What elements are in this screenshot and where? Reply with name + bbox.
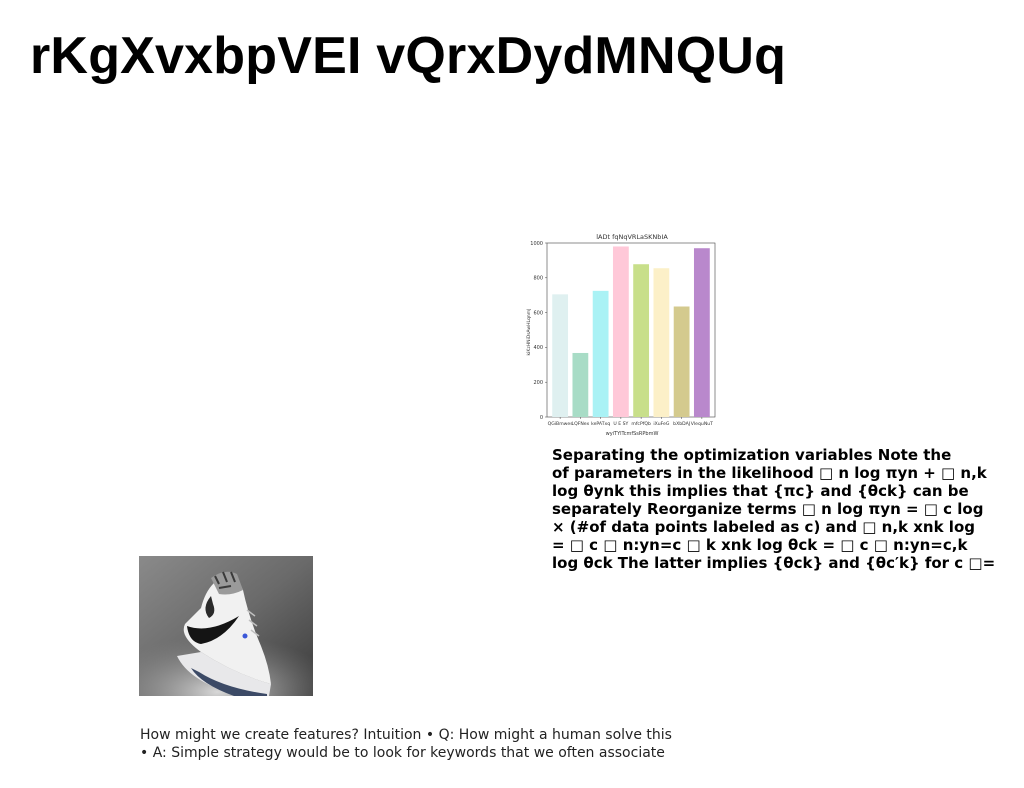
y-tick-label: 0	[540, 415, 543, 421]
y-tick-label: 400	[533, 345, 543, 351]
sneaker-image	[139, 556, 313, 696]
x-tick-label: U E SY	[613, 421, 628, 427]
chart-bar	[592, 290, 609, 417]
y-tick-label: 200	[533, 380, 543, 386]
chart-frame	[546, 242, 716, 418]
body-text-line: separately Reorganize terms □ n log πyn …	[552, 500, 984, 518]
chart-bar	[633, 264, 650, 417]
chart-x-axis-label: wyiTYlTcmfSsRPbmW	[606, 431, 659, 437]
body-text-line: Separating the optimization variables No…	[552, 446, 952, 464]
body-text-line: log θynk this implies that {πc} and {θck…	[552, 482, 969, 500]
chart-bar	[673, 306, 690, 417]
x-tick-label: QGiBmwes	[548, 421, 574, 427]
page-title: rKgXvxbpVEI vQrxDydMNQUq	[30, 27, 787, 85]
y-tick-label: 600	[533, 310, 543, 316]
chart-bar	[693, 248, 710, 417]
chart-bar	[552, 294, 569, 417]
bar-chart: lADt fqNqVRLaSKNbIA kiKzHNiDsAwHLqnmJ wy…	[526, 233, 716, 437]
body-text-line: log θck The latter implies {θck} and {θc…	[552, 554, 996, 572]
x-tick-label: bXbDAJ	[673, 421, 690, 427]
chart-bar	[612, 246, 629, 417]
chart-y-axis-label: kiKzHNiDsAwHLqnmJ	[526, 309, 532, 356]
x-tick-label: iXuFeG	[653, 421, 670, 427]
body-text-block: Separating the optimization variables No…	[552, 446, 1024, 572]
chart-bar	[572, 352, 589, 417]
body-text-line: = □ c □ n:yn=c □ k xnk log θck = □ c □ n…	[552, 536, 968, 554]
y-tick-label: 800	[533, 276, 543, 282]
y-tick-label: 1000	[530, 241, 543, 247]
chart-title: lADt fqNqVRLaSKNbIA	[596, 233, 668, 241]
footer-text-line: How might we create features? Intuition …	[140, 727, 672, 743]
x-tick-label: LQFNex	[572, 421, 590, 427]
bar-chart-figure: lADt fqNqVRLaSKNbIA kiKzHNiDsAwHLqnmJ wy…	[522, 228, 722, 440]
sneaker-photo	[139, 556, 313, 696]
footer-text-block: How might we create features? Intuition …	[140, 726, 672, 762]
x-tick-label: mfcPfQb	[631, 421, 651, 427]
x-tick-label: kePATxq	[591, 421, 610, 427]
x-tick-label: VlequNuT	[691, 421, 713, 427]
body-text-line: × (#of data points labeled as c) and □ n…	[552, 518, 975, 536]
chart-bar	[653, 268, 670, 417]
footer-text-line: • A: Simple strategy would be to look fo…	[140, 745, 665, 761]
body-text-line: of parameters in the likelihood □ n log …	[552, 464, 987, 482]
